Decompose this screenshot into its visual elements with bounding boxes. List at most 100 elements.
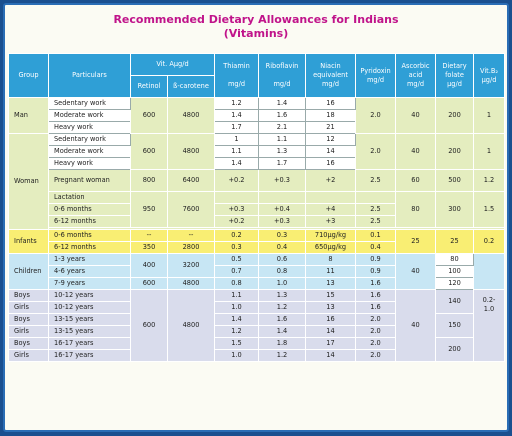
page-subtitle: (Vitamins) <box>223 27 289 40</box>
retinol-cell: 600 <box>130 133 168 170</box>
niacin-cell: 18 <box>305 109 356 122</box>
thiamin-cell: +0.3 <box>214 203 259 216</box>
header-carotene: ß-carotene <box>167 75 215 98</box>
riboflavin-cell: 0.4 <box>258 241 306 254</box>
pyridoxin-cell: 2.0 <box>355 337 396 350</box>
folate-cell: 500 <box>435 169 474 192</box>
group-cell: Boys <box>8 313 49 326</box>
ascorbic-cell: 40 <box>395 97 436 134</box>
particular-cell: 10-12 years <box>48 301 131 314</box>
riboflavin-cell: 1.6 <box>258 109 306 122</box>
header-pyridoxin: Pyridoxin mg/d <box>355 53 396 98</box>
retinol-cell: 950 <box>130 191 168 228</box>
particular-cell: 6-12 months <box>48 215 131 228</box>
particular-cell: 6-12 months <box>48 241 131 254</box>
carotene-cell: 4800 <box>167 133 215 170</box>
pyridoxin-cell: 1.6 <box>355 277 396 290</box>
particular-cell: 13-15 years <box>48 313 131 326</box>
group-cell: Boys <box>8 337 49 350</box>
b12-cell: 1 <box>473 133 505 170</box>
riboflavin-cell: 1.7 <box>258 157 306 170</box>
riboflavin-cell: 1.3 <box>258 289 306 302</box>
particular-cell: Heavy work <box>48 121 131 134</box>
table-row: Girls 13-15 years 1.2 1.4 14 2.0 <box>8 325 505 338</box>
niacin-cell: 17 <box>305 337 356 350</box>
table-row: Pregnant woman 800 6400 +0.2 +0.3 +2 2.5… <box>9 169 505 192</box>
retinol-cell: 800 <box>130 169 168 192</box>
riboflavin-cell: 0.3 <box>258 229 306 242</box>
table-row: Boys 16-17 years 1.5 1.8 17 2.0 200 <box>8 337 505 362</box>
thiamin-cell: 0.2 <box>214 229 259 242</box>
riboflavin-cell: 1.0 <box>258 277 306 290</box>
header-b12: Vit.B₂ µg/d <box>473 53 505 98</box>
rda-panel: Recommended Dietary Allowances for India… <box>3 3 509 432</box>
thiamin-cell: 1.7 <box>214 121 259 134</box>
b12-cell: 1.2 <box>473 169 505 192</box>
niacin-cell: +3 <box>305 215 356 228</box>
carotene-cell: 3200 <box>167 253 215 278</box>
table-row: Man Sedentary work 600 4800 1.2 1.4 16 2… <box>8 97 505 134</box>
carotene-cell: 4800 <box>167 277 215 290</box>
table-row: Heavy work 1.4 1.7 16 <box>9 157 505 170</box>
pyridoxin-cell: 2.0 <box>355 97 396 134</box>
retinol-cell: 600 <box>130 289 168 362</box>
ascorbic-cell: 40 <box>395 289 436 362</box>
carotene-cell: 6400 <box>167 169 215 192</box>
thiamin-cell: +0.2 <box>214 215 259 228</box>
carotene-cell: 2800 <box>167 241 215 254</box>
b12-cell: 0.2 <box>473 229 505 254</box>
carotene-cell: 4800 <box>167 97 215 134</box>
niacin-cell: 16 <box>305 157 356 170</box>
ascorbic-cell: 25 <box>395 229 436 254</box>
particular-cell: 4-6 years <box>48 265 131 278</box>
header-group: Group <box>8 53 49 98</box>
table-row: Girls 16-17 years 1.0 1.2 14 2.0 <box>8 349 505 362</box>
folate-cell: 200 <box>435 97 474 134</box>
pyridoxin-cell: 2.0 <box>355 133 396 170</box>
thiamin-cell: 0.3 <box>214 241 259 254</box>
thiamin-cell: 1.1 <box>214 289 259 302</box>
folate-cell: 80 <box>435 253 474 266</box>
group-cell: Man <box>8 97 49 134</box>
retinol-cell: 400 <box>130 253 168 278</box>
group-cell: Girls <box>8 301 49 314</box>
table-row: Boys 10-12 years 600 4800 1.1 1.3 15 1.6… <box>8 289 505 362</box>
ascorbic-cell: 40 <box>395 133 436 170</box>
thiamin-cell: 1.1 <box>214 145 259 158</box>
retinol-cell: 600 <box>130 97 168 134</box>
header-niacin: Niacin equivalent mg/d <box>305 53 356 98</box>
riboflavin-cell: 1.4 <box>258 325 306 338</box>
thiamin-cell: 1.0 <box>214 301 259 314</box>
niacin-cell: +4 <box>305 203 356 216</box>
table-row: Woman Sedentary work 600 4800 1 1.1 12 2… <box>8 133 505 230</box>
riboflavin-cell: +0.3 <box>258 215 306 228</box>
ascorbic-cell: 60 <box>395 169 436 192</box>
particular-cell: 13-15 years <box>48 325 131 338</box>
folate-cell: 150 <box>435 313 474 338</box>
pyridoxin-cell: 0.9 <box>355 265 396 278</box>
folate-cell: 25 <box>435 229 474 254</box>
riboflavin-cell: 1.4 <box>258 97 306 110</box>
riboflavin-cell: 1.2 <box>258 349 306 362</box>
particular-cell: Sedentary work <box>48 97 131 110</box>
riboflavin-cell: 1.6 <box>258 313 306 326</box>
particular-cell: Sedentary work <box>48 133 131 146</box>
folate-cell: 200 <box>435 133 474 170</box>
b12-cell: 1 <box>473 97 505 134</box>
particular-cell: Moderate work <box>48 109 131 122</box>
niacin-cell: 12 <box>305 133 356 146</box>
table-row: 6-12 months +0.2 +0.3 +3 2.5 <box>9 215 505 228</box>
pyridoxin-cell: 0.1 <box>355 229 396 242</box>
pyridoxin-cell: 1.6 <box>355 289 396 302</box>
table-row: Heavy work 1.7 2.1 21 <box>9 121 505 134</box>
pyridoxin-cell: 0.9 <box>355 253 396 266</box>
particular-cell: Moderate work <box>48 145 131 158</box>
header-thiamin: Thiamin mg/d <box>214 53 259 98</box>
header-particulars: Particulars <box>48 53 131 98</box>
thiamin-cell: 1.0 <box>214 349 259 362</box>
group-cell: Girls <box>8 325 49 338</box>
riboflavin-cell: 1.8 <box>258 337 306 350</box>
group-cell: Girls <box>8 349 49 362</box>
thiamin-cell: 0.8 <box>214 277 259 290</box>
header-vita: Vit. Aµg/d <box>130 53 215 76</box>
